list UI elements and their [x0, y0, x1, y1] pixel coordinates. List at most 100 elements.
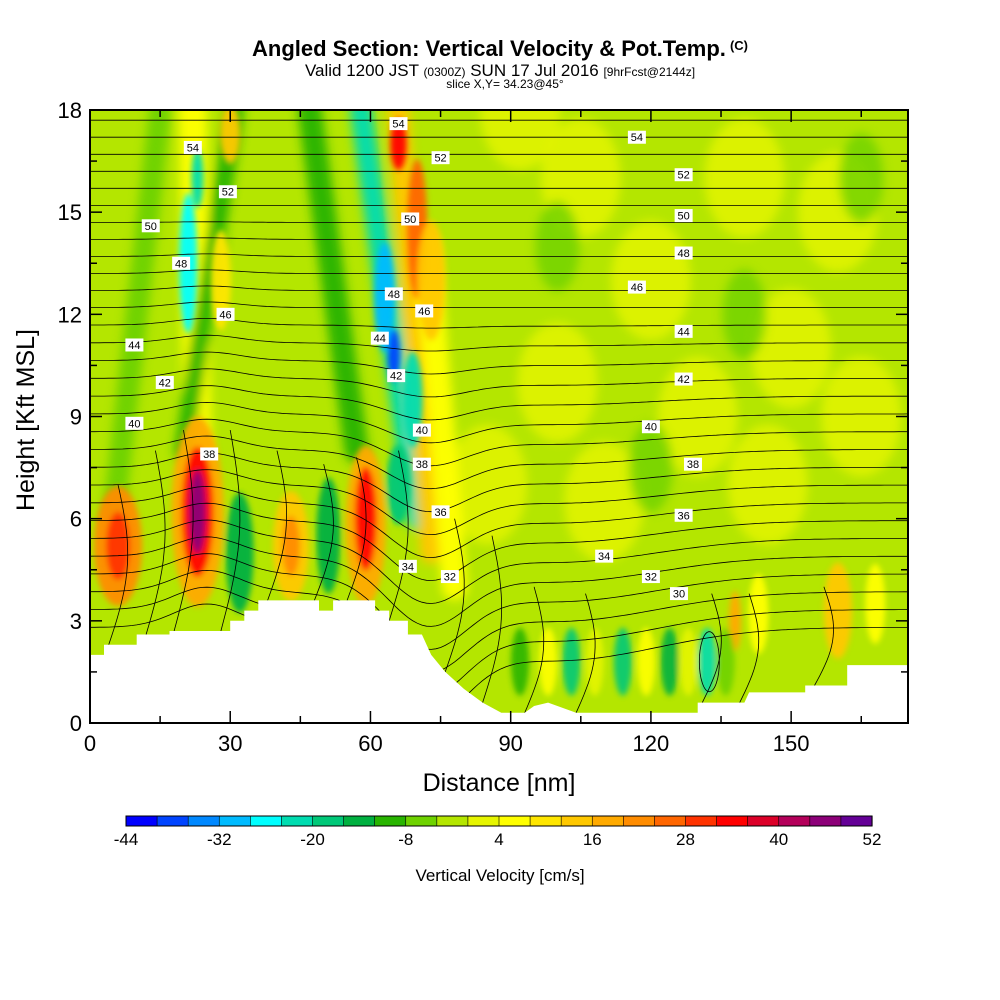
subtitle-forecast: [9hrFcst@2144z] — [603, 65, 696, 79]
y-tick-label: 12 — [58, 302, 82, 327]
isentrope-line — [108, 484, 129, 645]
field-cell — [316, 477, 341, 594]
contour-label-box — [674, 372, 693, 386]
isentrope-line — [90, 401, 908, 444]
colorbar-swatch — [560, 815, 593, 827]
contour-label: 38 — [683, 457, 702, 471]
colorbar-swatch — [716, 815, 749, 827]
isentrope-line — [90, 285, 908, 291]
contour-label: 36 — [431, 505, 450, 519]
contour-label-text: 42 — [159, 377, 171, 389]
contour-label-box — [415, 304, 434, 318]
contour-label-text: 50 — [145, 221, 157, 233]
colorbar-swatch — [281, 815, 314, 827]
x-tick-label: 120 — [633, 731, 670, 756]
contour-label-text: 38 — [203, 449, 215, 461]
colorbar-swatch — [778, 815, 811, 827]
contour-label-box — [218, 185, 237, 199]
colorbar-swatch — [156, 815, 189, 827]
field-soft-layer — [102, 110, 902, 600]
y-tick-label: 6 — [70, 507, 82, 532]
isentrope-line — [90, 536, 908, 627]
y-tick-label: 9 — [70, 405, 82, 430]
isentrope-line — [90, 269, 908, 274]
contour-label: 32 — [641, 570, 660, 584]
contour-label-box — [370, 331, 389, 345]
colorbar-swatch — [809, 815, 842, 827]
field-cell — [447, 424, 528, 545]
field-cell — [281, 515, 300, 576]
field-cell — [387, 329, 400, 382]
colorbar-swatch — [747, 815, 780, 827]
colorbar-tick-label: 52 — [863, 830, 882, 849]
field-cell — [390, 118, 407, 171]
field-cell — [191, 148, 204, 209]
colorbar-frame — [125, 815, 873, 827]
isentrope-line — [173, 430, 194, 632]
contour-label-text: 48 — [388, 289, 400, 301]
contour-label: 34 — [398, 559, 417, 573]
isentrope-line — [90, 569, 908, 673]
isentrope-line — [90, 253, 908, 257]
contour-label-text: 40 — [416, 425, 428, 437]
contour-label-box — [389, 117, 408, 131]
field-cell — [613, 627, 632, 696]
isentrope-line — [482, 535, 502, 703]
colorbar-swatch — [343, 815, 376, 827]
contour-label-box — [412, 423, 431, 437]
slice-info: slice X,Y= 34.23@45° — [446, 77, 564, 91]
contour-label-text: 52 — [434, 153, 446, 165]
isentrope-line — [524, 586, 545, 713]
colorbar: -44 -32 -20 -8 4 16 28 40 52 — [114, 815, 882, 849]
field-cell — [679, 627, 698, 696]
isentrope-line — [90, 237, 908, 240]
contour-label-box — [155, 375, 174, 389]
contour-label: 54 — [627, 130, 646, 144]
contour-label: 48 — [674, 246, 693, 260]
y-tick-label: 3 — [70, 609, 82, 634]
contour-label: 54 — [183, 140, 202, 154]
colorbar-tick-label: 16 — [583, 830, 602, 849]
isentrope-line — [220, 430, 241, 632]
contour-label-box — [387, 369, 406, 383]
field-cell — [748, 574, 769, 655]
isentrope-line — [701, 593, 722, 703]
isentrope-line — [145, 450, 166, 635]
colorbar-label: Vertical Velocity [cm/s] — [415, 866, 584, 885]
contour-label-box — [431, 151, 450, 165]
contour-label-text: 38 — [687, 459, 699, 471]
colorbar-tick-label: -8 — [398, 830, 413, 849]
colorbar-swatch — [685, 815, 718, 827]
contour-label-box — [595, 549, 614, 563]
x-tick-label: 90 — [498, 731, 522, 756]
contour-label-box — [401, 212, 420, 226]
contour-label-text: 52 — [222, 187, 234, 199]
isentrope-line — [90, 418, 908, 467]
x-tick-label: 60 — [358, 731, 382, 756]
isentrope-line — [90, 586, 908, 696]
contour-label-box — [641, 420, 660, 434]
isentrope-line — [575, 593, 596, 713]
chart-title-main: Angled Section: Vertical Velocity & Pot.… — [252, 36, 726, 61]
contour-label-box — [627, 130, 646, 144]
isentrope-line — [814, 586, 834, 686]
colorbar-swatch — [312, 815, 345, 827]
contour-label-box — [216, 307, 235, 321]
contour-label-text: 42 — [390, 371, 402, 383]
subtitle-valid-time: Valid 1200 JST — [304, 61, 419, 80]
field-cell — [511, 627, 530, 696]
contour-label-box — [200, 447, 219, 461]
contour-label-box — [141, 219, 160, 233]
terrain-mask — [90, 600, 908, 723]
field-cell — [704, 118, 785, 239]
chart-title: Angled Section: Vertical Velocity & Pot.… — [0, 36, 1000, 62]
contour-label-text: 54 — [392, 119, 404, 131]
contour-label: 46 — [216, 307, 235, 321]
field-cell — [727, 424, 808, 545]
chart-subtitle: Valid 1200 JST (0300Z) SUN 17 Jul 2016 [… — [0, 61, 1000, 81]
contour-label-box — [384, 287, 403, 301]
contour-label-text: 40 — [645, 422, 657, 434]
y-axis-label: Height [Kft MSL] — [12, 329, 40, 511]
contour-label: 30 — [669, 587, 688, 601]
contour-label: 44 — [370, 331, 389, 345]
